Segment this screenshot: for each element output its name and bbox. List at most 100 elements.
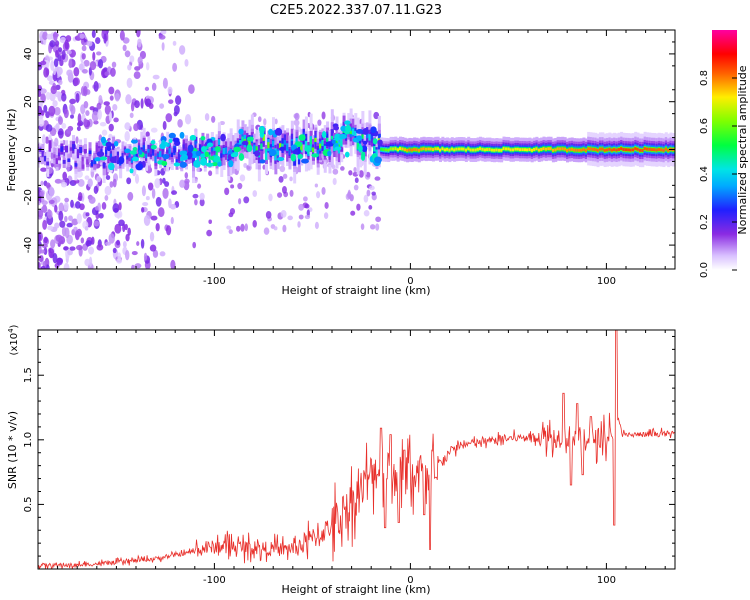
spectrogram-noise-cell bbox=[154, 178, 161, 189]
spectrogram-cell bbox=[490, 148, 494, 152]
spectrogram-noise-cell bbox=[263, 118, 267, 126]
spectrogram-cell bbox=[446, 147, 450, 151]
spectrogram-xtick-label: 100 bbox=[597, 276, 616, 287]
spectrogram-noise-cell bbox=[41, 243, 48, 249]
spectrogram-noise-cell bbox=[103, 101, 110, 106]
spectrogram-noise-cell bbox=[103, 33, 107, 44]
spectrogram-noise-cell bbox=[112, 103, 118, 111]
spectrogram-noise-cell bbox=[70, 114, 74, 119]
spectrogram-noise-cell bbox=[277, 192, 283, 198]
spectrogram-noise-cell bbox=[134, 100, 140, 109]
spectrogram-cell bbox=[213, 147, 217, 151]
spectrogram-noise-cell bbox=[61, 123, 67, 129]
spectrogram-cell bbox=[488, 148, 492, 151]
spectrogram-cell bbox=[309, 138, 313, 145]
spectrogram-noise-cell bbox=[177, 119, 183, 128]
spectrogram-noise-cell bbox=[165, 113, 173, 123]
spectrogram-cell bbox=[462, 147, 466, 151]
spectrogram-noise-cell bbox=[162, 187, 169, 199]
spectrogram-cell bbox=[589, 147, 593, 151]
spectrogram-noise-cell bbox=[83, 85, 88, 97]
spectrogram-noise-cell bbox=[58, 79, 63, 86]
spectrogram-noise-cell bbox=[81, 68, 88, 74]
spectrogram-cell bbox=[267, 142, 271, 149]
spectrogram-noise-cell bbox=[229, 207, 236, 215]
spectrogram-cell bbox=[380, 147, 384, 151]
spectrogram-noise-cell bbox=[297, 221, 301, 228]
spectrogram-cell bbox=[596, 148, 600, 152]
spectrogram-cell bbox=[467, 147, 471, 151]
spectrogram-cell bbox=[518, 148, 522, 152]
spectrogram-cell bbox=[533, 148, 537, 151]
spectrogram-hotspot bbox=[179, 131, 185, 139]
spectrogram-cell bbox=[83, 148, 87, 154]
spectrogram-ytick-label: 40 bbox=[23, 48, 34, 61]
spectrogram-noise-cell bbox=[147, 182, 154, 191]
colorbar-tick-label: 0.4 bbox=[699, 166, 710, 182]
spectrogram-noise-cell bbox=[164, 181, 170, 187]
spectrogram-noise-cell bbox=[63, 108, 69, 119]
spectrogram-cell bbox=[495, 148, 499, 152]
spectrogram-noise-cell bbox=[48, 186, 55, 198]
spectrogram-cell bbox=[220, 153, 224, 158]
spectrogram-hotspot bbox=[259, 126, 265, 135]
spectrogram-noise-cell bbox=[137, 56, 143, 65]
spectrogram-cell bbox=[622, 148, 626, 151]
spectrogram-xtick-label: 0 bbox=[407, 276, 413, 287]
spectrogram-cell bbox=[429, 147, 433, 151]
spectrogram-cell bbox=[523, 148, 527, 152]
spectrogram-noise-cell bbox=[360, 223, 365, 230]
spectrogram-cell bbox=[631, 148, 635, 152]
spectrogram-cell bbox=[620, 147, 624, 151]
spectrogram-noise-cell bbox=[142, 201, 149, 207]
spectrogram-ytick-label: 0 bbox=[23, 146, 34, 152]
spectrogram-hotspot bbox=[373, 156, 382, 164]
spectrogram-cell bbox=[464, 148, 468, 152]
spectrogram-hotspot bbox=[168, 138, 173, 143]
spectrogram-noise-cell bbox=[110, 67, 116, 77]
spectrogram-cell bbox=[634, 147, 638, 151]
spectrogram-cell bbox=[81, 161, 85, 165]
spectrogram-cell bbox=[147, 148, 151, 153]
spectrogram-hotspot bbox=[150, 140, 156, 145]
spectrogram-cell bbox=[60, 146, 64, 152]
spectrogram-noise-cell bbox=[89, 106, 95, 111]
spectrogram-cell bbox=[431, 148, 435, 151]
spectrogram-noise-cell bbox=[162, 177, 166, 184]
spectrogram-noise-cell bbox=[75, 92, 80, 103]
spectrogram-noise-cell bbox=[173, 111, 178, 117]
spectrogram-hotspot bbox=[268, 148, 277, 157]
spectrogram-cell bbox=[38, 157, 40, 163]
spectrogram-cell bbox=[603, 148, 607, 152]
spectrogram-noise-cell bbox=[287, 215, 293, 221]
spectrogram-noise-cell bbox=[194, 198, 198, 206]
spectrogram-noise-cell bbox=[97, 109, 102, 120]
spectrogram-noise-cell bbox=[46, 75, 54, 82]
spectrogram-hotspot bbox=[358, 144, 363, 153]
spectrogram-hotspot bbox=[355, 135, 363, 141]
spectrogram-cell bbox=[311, 147, 315, 153]
spectrogram-cell bbox=[389, 147, 393, 151]
spectrogram-noise-cell bbox=[137, 38, 142, 48]
spectrogram-noise-cell bbox=[43, 236, 48, 244]
spectrogram-cell bbox=[356, 142, 360, 150]
spectrogram-hotspot bbox=[173, 137, 180, 143]
spectrogram-noise-cell bbox=[40, 265, 46, 269]
spectrogram-noise-cell bbox=[66, 50, 72, 55]
spectrogram-noise-cell bbox=[278, 175, 284, 183]
spectrogram-cell bbox=[457, 147, 461, 151]
spectrogram-noise-cell bbox=[282, 185, 287, 194]
spectrogram-cell bbox=[105, 149, 109, 155]
spectrogram-noise-cell bbox=[97, 59, 104, 69]
spectrogram-noise-cell bbox=[252, 220, 257, 228]
spectrogram-noise-cell bbox=[252, 190, 258, 197]
spectrogram-cell bbox=[102, 163, 106, 168]
spectrogram-noise-cell bbox=[40, 196, 45, 203]
spectrogram-hotspot bbox=[173, 162, 181, 167]
spectrogram-noise-cell bbox=[104, 194, 109, 201]
spectrogram-cell bbox=[349, 130, 353, 135]
spectrogram-cell bbox=[577, 148, 581, 152]
spectrogram-noise-cell bbox=[127, 64, 132, 71]
spectrogram-noise-cell bbox=[363, 210, 370, 217]
